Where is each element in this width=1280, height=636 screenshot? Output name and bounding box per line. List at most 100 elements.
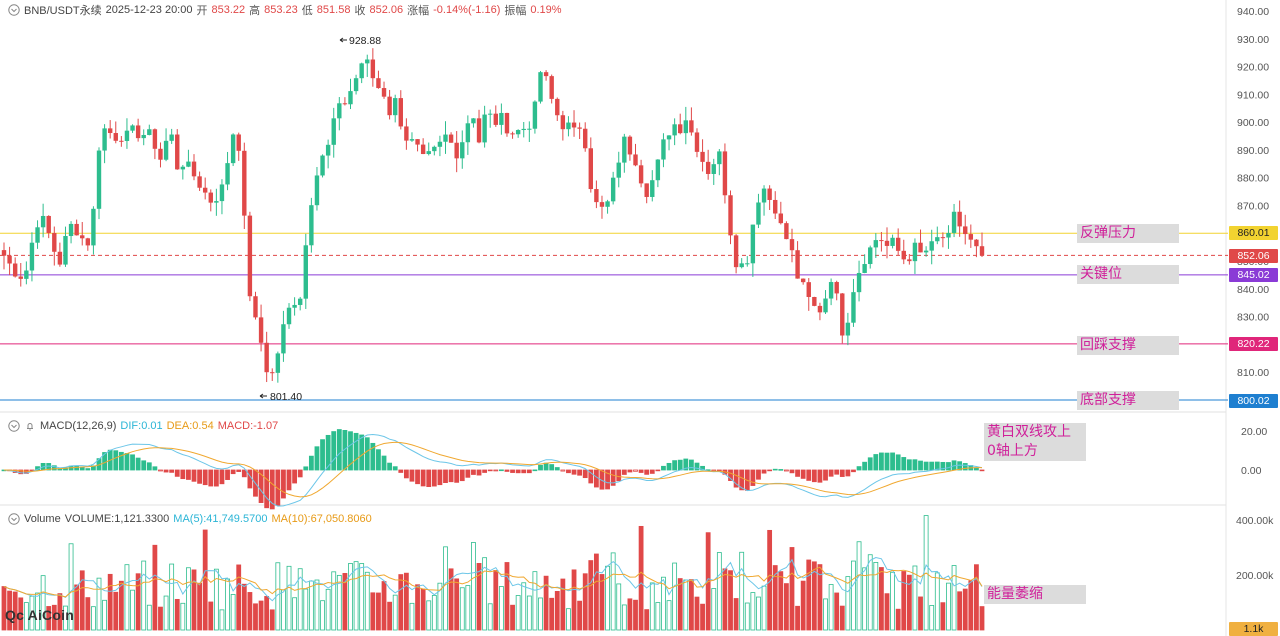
candle-body [756,202,761,225]
price-grid [0,0,1227,636]
volume-bar [784,583,789,631]
macd-histogram-bar [493,469,499,472]
candle-body [728,195,733,236]
candle-body [571,122,577,128]
candle-body [40,215,46,228]
macd-histogram-bar [616,469,622,482]
macd-histogram-bar [739,469,745,491]
macd-histogram-bar [113,450,119,471]
candle-body [258,317,264,343]
volume-bar [219,609,225,631]
candle-body [761,188,767,203]
candle-body [683,120,689,134]
macd-histogram-bar [392,466,398,471]
volume-bar [817,564,823,631]
volume-annotation: 能量萎缩 [984,585,1086,604]
macd-note-line-1: 黄白双线攻上 [987,424,1071,440]
candle-body [91,208,96,246]
volume-bar [336,574,342,631]
volume-bar [57,593,63,631]
candle-body [650,180,655,197]
volume-bar [504,562,510,631]
volume-bar [756,596,761,631]
macd-histogram-bar [174,469,180,477]
candle-body [52,233,57,252]
price-axis-label: 930.00 [1237,34,1269,46]
candle-body [186,161,191,167]
candle-body [437,141,443,147]
candle-body [292,304,297,308]
volume-bar [415,584,420,631]
volume-bar [761,585,767,631]
candle-body [644,183,649,197]
volume-bar [839,605,845,631]
candle-body [297,298,303,305]
volume-bar [325,588,331,631]
macd-histogram-bar [264,469,270,509]
macd-histogram-bar [946,462,951,471]
volume-bar [247,592,253,631]
candle-body [918,242,923,253]
macd-histogram-bar [448,469,454,483]
candle-body [823,298,828,313]
macd-histogram-bar [85,468,91,471]
macd-histogram-bar [728,469,733,481]
volume-bar [124,564,130,631]
volume-bar [79,570,85,631]
macd-histogram-bar [934,461,940,471]
volume-bar [208,601,214,631]
volume-bar [834,592,840,631]
candle-body [935,237,940,242]
candle-body [599,202,605,207]
volume-bar [800,580,806,631]
macd-histogram-bar [381,455,387,471]
macd-histogram-bar [74,466,80,471]
candle-body [605,201,610,207]
volume-bar [135,573,141,631]
candle-body [566,122,571,130]
volume-bar [571,569,577,631]
candle-body [230,134,236,164]
macd-histogram-bar [247,469,253,489]
candle-body [63,236,68,265]
volume-bar [929,605,935,631]
macd-histogram-bar [459,469,465,482]
bell-icon[interactable] [24,420,36,432]
candle-body [320,155,325,176]
price-header: BNB/USDT永续 2025-12-23 20:00 开 853.22 高 853… [8,2,562,18]
candle-body [532,101,538,129]
volume-bar [471,542,476,631]
volume-bar [370,592,376,631]
volume-bar [979,606,985,631]
volume-bar [767,529,773,631]
candle-body [219,184,225,202]
volume-bar [621,604,627,631]
volume-bar [510,604,515,631]
price-axis[interactable]: 940.00 930.00 920.00 910.00 900.00 890.00 880.… [1236,6,1274,582]
candle-body [633,154,638,166]
volume-bar [778,571,784,631]
candle-body [923,250,929,253]
collapse-chevron-icon[interactable] [8,513,20,525]
candle-body [365,59,370,64]
collapse-chevron-icon[interactable] [8,4,20,16]
collapse-chevron-icon[interactable] [8,420,20,432]
candle-body [929,241,934,251]
volume-bar [437,582,443,631]
volume-last-tag: 1.1k [1229,622,1278,636]
candle-body [409,139,415,141]
candle-body [616,162,621,178]
candle-body [711,164,716,174]
candle-body [594,189,599,203]
candle-body [348,91,353,105]
volume-bar [554,590,560,631]
candle-body [102,128,107,151]
macd-histogram-bar [621,469,627,475]
candle-body [800,278,806,283]
candle-body [476,118,482,143]
candle-body [767,188,772,200]
volume-bar [314,579,320,631]
volume-bar [353,561,359,631]
macd-histogram-bar [566,469,571,474]
